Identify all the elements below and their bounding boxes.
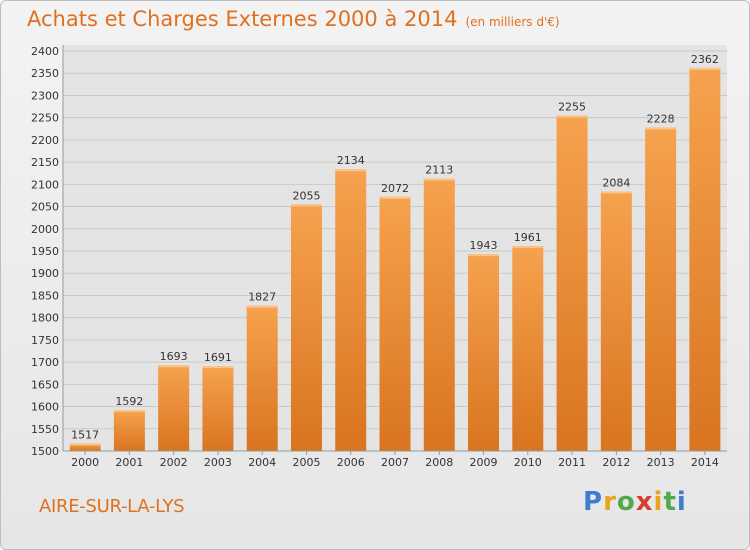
bar-highlight — [512, 246, 544, 249]
bars — [69, 67, 721, 452]
bar-highlight — [335, 169, 367, 172]
data-labels: 1517 1592 1693 1691 1827 2055 2134 2072 2113 1943… — [71, 53, 719, 442]
bar-2000 — [69, 443, 101, 451]
y-tick-label: 2200 — [31, 134, 59, 147]
data-label: 1827 — [248, 291, 276, 304]
y-tick-label: 2050 — [31, 201, 59, 214]
x-tick-label: 2014 — [691, 456, 719, 469]
bar-2004 — [246, 305, 278, 451]
data-label: 1517 — [71, 428, 99, 441]
bar-highlight — [113, 410, 145, 413]
bar-2005 — [290, 204, 322, 451]
chart-title: Achats et Charges Externes 2000 à 2014 — [27, 7, 458, 31]
x-tick-label: 2012 — [602, 456, 630, 469]
bar-highlight — [423, 178, 455, 181]
bar-2010 — [512, 246, 544, 451]
bar-2011 — [556, 115, 588, 451]
chart-subtitle: (en milliers d'€) — [465, 15, 560, 29]
bar-highlight — [202, 366, 234, 369]
x-tick-label: 2011 — [558, 456, 586, 469]
bar-highlight — [645, 127, 677, 130]
data-label: 2362 — [691, 53, 719, 66]
x-axis: 2000 2001 2002 2003 2004 2005 2006 2007 2008 2009… — [63, 450, 727, 469]
data-label: 1961 — [514, 231, 542, 244]
y-tick-label: 1600 — [31, 401, 59, 414]
data-label: 1691 — [204, 351, 232, 364]
x-tick-label: 2003 — [204, 456, 232, 469]
bar-2012 — [600, 191, 632, 451]
y-tick-label: 1800 — [31, 312, 59, 325]
x-tick-label: 2005 — [292, 456, 320, 469]
bar-2006 — [335, 169, 367, 451]
y-tick-label: 2400 — [31, 45, 59, 58]
bar-2014 — [689, 67, 721, 451]
x-tick-label: 2013 — [647, 456, 675, 469]
bar-highlight — [600, 191, 632, 194]
bar-highlight — [689, 67, 721, 70]
data-label: 2113 — [425, 164, 453, 177]
y-tick-label: 2350 — [31, 67, 59, 80]
y-tick-label: 2250 — [31, 112, 59, 125]
y-axis: 1500 1550 1600 1650 1700 1750 1800 1850 1900 1950… — [31, 45, 64, 458]
data-label: 1592 — [115, 395, 143, 408]
x-tick-label: 2002 — [160, 456, 188, 469]
bar-highlight — [556, 115, 588, 118]
bar-highlight — [468, 254, 500, 257]
y-tick-label: 1550 — [31, 423, 59, 436]
data-label: 2072 — [381, 182, 409, 195]
bar-2013 — [645, 127, 677, 451]
bar-2007 — [379, 196, 411, 451]
x-tick-label: 2000 — [71, 456, 99, 469]
bar-highlight — [290, 204, 322, 207]
x-tick-label: 2006 — [337, 456, 365, 469]
data-label: 2055 — [292, 189, 320, 202]
x-tick-label: 2008 — [425, 456, 453, 469]
x-tick-label: 2004 — [248, 456, 276, 469]
bar-highlight — [379, 196, 411, 199]
y-tick-label: 1650 — [31, 378, 59, 391]
proxiti-logo: Proxiti — [583, 487, 687, 517]
y-tick-label: 1900 — [31, 267, 59, 280]
y-tick-label: 2300 — [31, 89, 59, 102]
y-tick-label: 1700 — [31, 356, 59, 369]
x-tick-label: 2001 — [115, 456, 143, 469]
data-label: 2228 — [647, 112, 675, 125]
x-tick-label: 2010 — [514, 456, 542, 469]
y-tick-label: 1500 — [31, 445, 59, 458]
x-tick-label: 2009 — [470, 456, 498, 469]
city-name: AIRE-SUR-LA-LYS — [39, 496, 185, 517]
bar-highlight — [69, 443, 101, 446]
bar-2002 — [158, 365, 190, 451]
y-tick-label: 2150 — [31, 156, 59, 169]
y-tick-label: 1850 — [31, 289, 59, 302]
data-label: 2134 — [337, 154, 365, 167]
bar-highlight — [158, 365, 190, 368]
y-tick-label: 2100 — [31, 178, 59, 191]
data-label: 1693 — [160, 350, 188, 363]
data-label: 2084 — [602, 176, 630, 189]
data-label: 2255 — [558, 100, 586, 113]
bar-2009 — [468, 254, 500, 451]
data-label: 1943 — [470, 239, 498, 252]
chart-title-group: Achats et Charges Externes 2000 à 2014 (e… — [27, 7, 560, 31]
bar-2001 — [113, 410, 145, 451]
y-tick-label: 1950 — [31, 245, 59, 258]
bar-highlight — [246, 305, 278, 308]
y-tick-label: 1750 — [31, 334, 59, 347]
bar-2003 — [202, 366, 234, 451]
x-tick-label: 2007 — [381, 456, 409, 469]
bar-2008 — [423, 178, 455, 452]
y-tick-label: 2000 — [31, 223, 59, 236]
